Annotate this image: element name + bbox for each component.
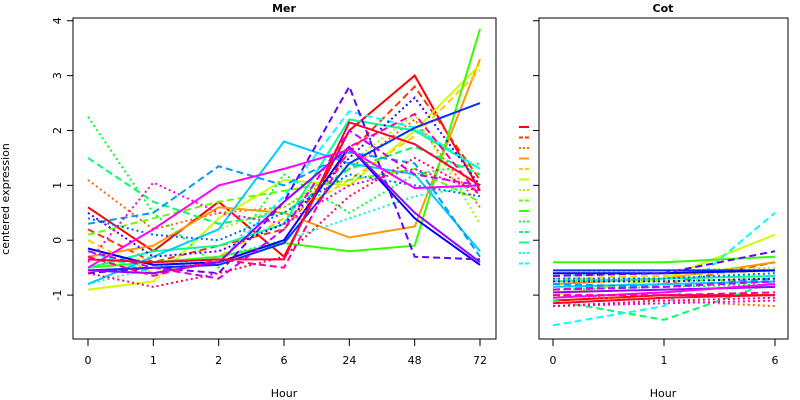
cot-series-line-10 xyxy=(552,280,776,321)
mer-series-line-16 xyxy=(87,173,481,242)
cot-series-line-24 xyxy=(552,299,776,308)
mer-panel: Mer -1 0 1 2 3 4 0 1 2 6 24 48 72 Hour xyxy=(51,2,497,400)
mer-x-tick-label-5: 48 xyxy=(408,354,422,367)
mer-series-line-25 xyxy=(87,112,481,277)
cot-series-layer xyxy=(552,212,776,327)
mer-x-tick-label-3: 6 xyxy=(281,354,288,367)
cot-series-line-16 xyxy=(553,272,776,280)
mer-x-tick-label-0: 0 xyxy=(85,354,92,367)
mer-panel-title: Mer xyxy=(272,2,296,15)
cot-x-axis-title: Hour xyxy=(650,387,677,400)
cot-panel: Cot 0 1 6 Hour xyxy=(533,2,789,400)
mer-y-tick-label-4: 3 xyxy=(51,72,64,79)
mer-x-tick-label-6: 72 xyxy=(473,354,487,367)
cot-x-tick-label-1: 1 xyxy=(661,354,668,367)
y-axis-title: centered expression xyxy=(0,143,12,255)
cot-axes: 0 1 6 xyxy=(533,17,789,367)
mer-y-tick-label-0: -1 xyxy=(51,290,64,301)
cot-series-line-20 xyxy=(552,250,776,277)
mer-series-line-23 xyxy=(87,148,481,269)
mer-y-tick-label-2: 1 xyxy=(51,182,64,189)
mer-series-line-9 xyxy=(87,116,481,270)
mer-series-line-24 xyxy=(87,167,481,263)
mer-y-tick-label-5: 4 xyxy=(51,17,64,24)
mer-series-line-20 xyxy=(87,84,481,275)
mer-series-line-21 xyxy=(87,145,481,275)
mer-series-line-15 xyxy=(87,151,481,258)
cot-x-tick-label-0: 0 xyxy=(550,354,557,367)
mer-y-tick-label-1: 0 xyxy=(51,237,64,244)
mer-x-tick-label-4: 24 xyxy=(342,354,356,367)
mer-y-tick-label-3: 2 xyxy=(51,127,64,134)
mer-series-line-13 xyxy=(87,110,481,275)
cot-series-line-19 xyxy=(553,277,776,283)
mer-axes: -1 0 1 2 3 4 0 1 2 6 24 48 72 xyxy=(51,17,497,367)
mer-series-line-7 xyxy=(87,167,481,236)
mer-series-line-26 xyxy=(87,156,481,288)
cot-series-line-27 xyxy=(552,294,776,305)
mer-series-line-1 xyxy=(87,85,481,264)
mer-x-tick-label-1: 1 xyxy=(150,354,157,367)
cot-series-line-13 xyxy=(552,212,776,327)
mer-series-line-12 xyxy=(87,184,481,286)
mer-x-axis-title: Hour xyxy=(271,387,298,400)
cot-panel-title: Cot xyxy=(653,2,674,15)
mer-series-line-10 xyxy=(87,145,481,225)
mer-series-line-22 xyxy=(87,129,481,280)
mer-x-tick-label-2: 2 xyxy=(215,354,222,367)
mer-series-layer xyxy=(87,28,481,291)
mer-series-line-17 xyxy=(87,102,481,272)
mer-series-line-27 xyxy=(87,121,481,264)
cot-series-line-25 xyxy=(553,291,776,297)
legend-keys xyxy=(519,126,529,265)
cot-x-tick-label-2: 6 xyxy=(772,354,779,367)
cot-series-line-26 xyxy=(552,296,776,308)
cot-series-line-22 xyxy=(552,280,776,291)
cot-series-line-8 xyxy=(553,255,776,264)
mer-series-line-18 xyxy=(87,145,481,266)
